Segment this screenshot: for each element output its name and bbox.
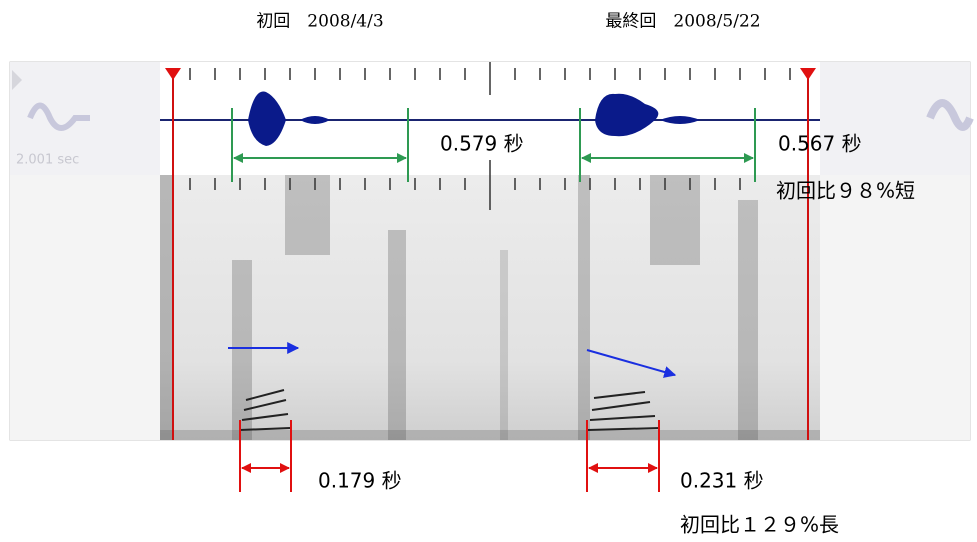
spectrogram-faded: [10, 175, 160, 440]
header-first: 初回 2008/4/3: [256, 12, 383, 32]
marker: [800, 68, 816, 80]
segment-ratio: 初回比１２９%長: [680, 513, 839, 537]
spectrogram: [160, 175, 820, 440]
duration-ratio: 初回比９８%短: [776, 179, 915, 203]
spectrogram-bands: [160, 175, 820, 440]
faint-wave: [27, 102, 90, 131]
formants: [239, 389, 661, 431]
spectrogram-faded: [820, 175, 970, 440]
play-icon: [12, 70, 22, 90]
waveform: [660, 116, 700, 124]
first-segment: 0.179 秒: [318, 469, 402, 493]
waveform: [595, 93, 659, 137]
blue-arrow: [586, 349, 677, 378]
faint-wave: [926, 99, 974, 131]
marker: [165, 68, 181, 80]
header-last: 最終回 2008/5/22: [605, 12, 760, 32]
ticks: [189, 62, 791, 210]
first-duration: 0.579 秒: [440, 132, 524, 156]
last-duration: 0.567 秒: [778, 132, 862, 156]
green-measures: [231, 108, 756, 182]
last-segment: 0.231 秒: [680, 469, 764, 493]
waveform: [300, 116, 330, 124]
selection-info: 2.001 sec: [16, 153, 79, 168]
waveform: [248, 91, 286, 146]
red-measures: [239, 420, 660, 492]
